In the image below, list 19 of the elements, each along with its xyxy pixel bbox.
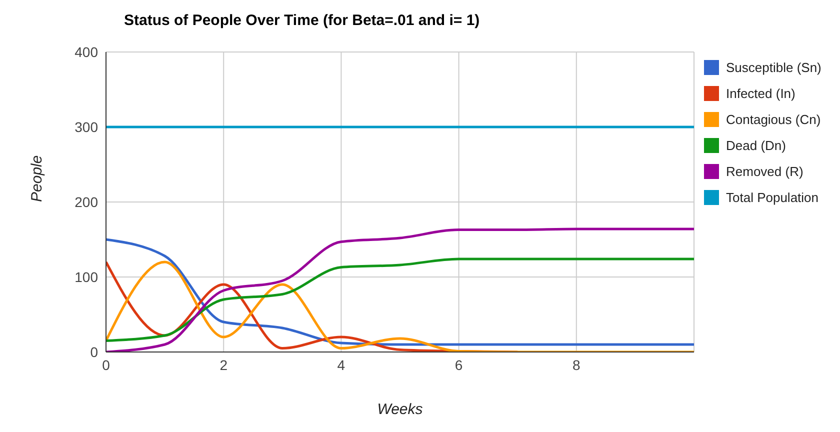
x-tick-label: 0 xyxy=(102,356,110,373)
y-tick-label: 400 xyxy=(74,44,98,60)
chart-title: Status of People Over Time (for Beta=.01 and i= 1) xyxy=(124,12,480,29)
x-tick-label: 2 xyxy=(220,356,228,373)
legend-label: Removed (R) xyxy=(726,163,804,181)
x-tick-label: 6 xyxy=(454,356,463,373)
y-tick-label: 200 xyxy=(74,194,98,210)
x-tick-label: 4 xyxy=(337,356,346,373)
y-tick-label: 300 xyxy=(74,118,98,135)
y-tick-label: 0 xyxy=(90,344,98,360)
legend-label: Susceptible (Sn) xyxy=(726,59,822,77)
y-axis-title: People xyxy=(28,155,46,202)
legend-label: Dead (Dn) xyxy=(726,137,786,155)
x-tick-label: 8 xyxy=(572,356,580,373)
legend-label: Infected (In) xyxy=(726,85,796,103)
legend-label: Contagious (Cn) xyxy=(726,111,821,129)
x-axis-title: Weeks xyxy=(377,401,424,418)
legend-label: Total Population xyxy=(726,189,819,207)
y-tick-label: 100 xyxy=(74,268,98,285)
